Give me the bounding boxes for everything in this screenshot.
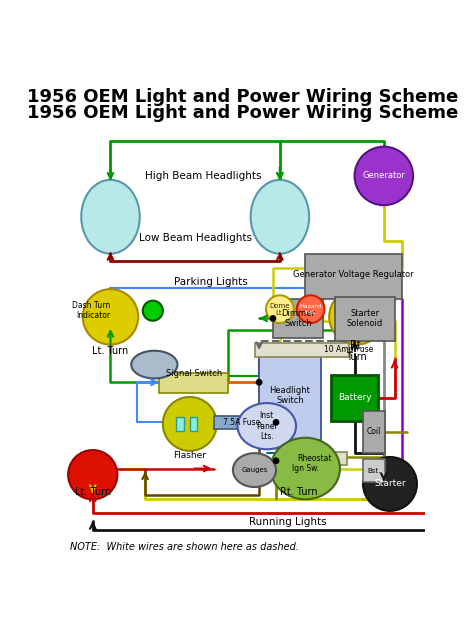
Circle shape [83,289,138,344]
Bar [273,299,323,337]
Text: 10 Amp Fuse: 10 Amp Fuse [324,344,373,354]
Text: NOTE:  White wires are shown here as dashed.: NOTE: White wires are shown here as dash… [70,542,299,552]
Text: Bst.: Bst. [367,468,381,474]
Text: Battery: Battery [338,393,372,402]
Text: Gauges: Gauges [241,467,268,473]
Text: Generator Voltage Regulator: Generator Voltage Regulator [293,270,413,279]
Bar [159,373,228,393]
Circle shape [163,397,217,451]
Bar [176,417,183,431]
Circle shape [143,301,163,320]
Text: Inst
Panel
Lts.: Inst Panel Lts. [256,411,277,441]
Text: Rt. Turn: Rt. Turn [280,487,318,497]
Circle shape [335,301,356,320]
Text: Flasher: Flasher [173,451,206,460]
Text: Dome
Lt.: Dome Lt. [270,303,290,315]
Circle shape [273,420,278,425]
Bar [259,351,321,440]
Bar [190,417,198,431]
Bar [305,255,401,299]
Ellipse shape [131,351,177,379]
Circle shape [329,289,384,344]
Circle shape [257,380,261,385]
Ellipse shape [237,403,296,449]
Text: Lt. Turn: Lt. Turn [92,346,128,356]
Text: Rheostat: Rheostat [297,454,332,463]
Text: Headlight
Switch: Headlight Switch [269,386,310,405]
Text: Generator: Generator [363,171,405,181]
Circle shape [363,457,417,511]
Text: Parking Lights: Parking Lights [173,277,247,287]
Ellipse shape [233,453,276,487]
Circle shape [273,459,278,463]
Text: Coil: Coil [366,427,381,436]
Text: Running Lights: Running Lights [249,518,327,528]
Bar [363,411,384,453]
Text: Low Beam Headlights: Low Beam Headlights [139,233,252,243]
Text: Signal Switch: Signal Switch [165,368,222,377]
Bar [331,375,378,421]
Text: 1956 OEM Light and Power Wiring Scheme: 1956 OEM Light and Power Wiring Scheme [27,88,458,106]
Text: Dash Turn
Indicator: Dash Turn Indicator [72,301,110,320]
Bar [284,452,347,465]
Bar [214,416,253,428]
Ellipse shape [251,179,309,253]
Ellipse shape [271,438,340,499]
Circle shape [266,295,294,323]
Bar [363,459,384,482]
Text: +: + [352,348,362,358]
Text: Hazard
Ind.: Hazard Ind. [300,304,322,315]
Text: High Beam Headlights: High Beam Headlights [145,171,261,181]
Circle shape [68,450,118,499]
Text: 1956 OEM Light and Power Wiring Scheme: 1956 OEM Light and Power Wiring Scheme [27,104,458,122]
Circle shape [297,295,325,323]
Ellipse shape [81,179,140,253]
Text: Starter
Solenoid: Starter Solenoid [346,308,383,328]
Bar [255,343,349,357]
Circle shape [271,316,275,320]
Text: Ign Sw.: Ign Sw. [292,464,319,473]
Text: 7.5A Fuse: 7.5A Fuse [223,418,260,427]
Text: Lt. Turn: Lt. Turn [74,487,111,497]
Text: Starter: Starter [374,480,406,489]
Text: Rt.
Turn: Rt. Turn [346,340,367,362]
Text: Dimmer
Switch: Dimmer Switch [282,308,315,328]
Bar [335,297,395,341]
Circle shape [355,147,413,205]
